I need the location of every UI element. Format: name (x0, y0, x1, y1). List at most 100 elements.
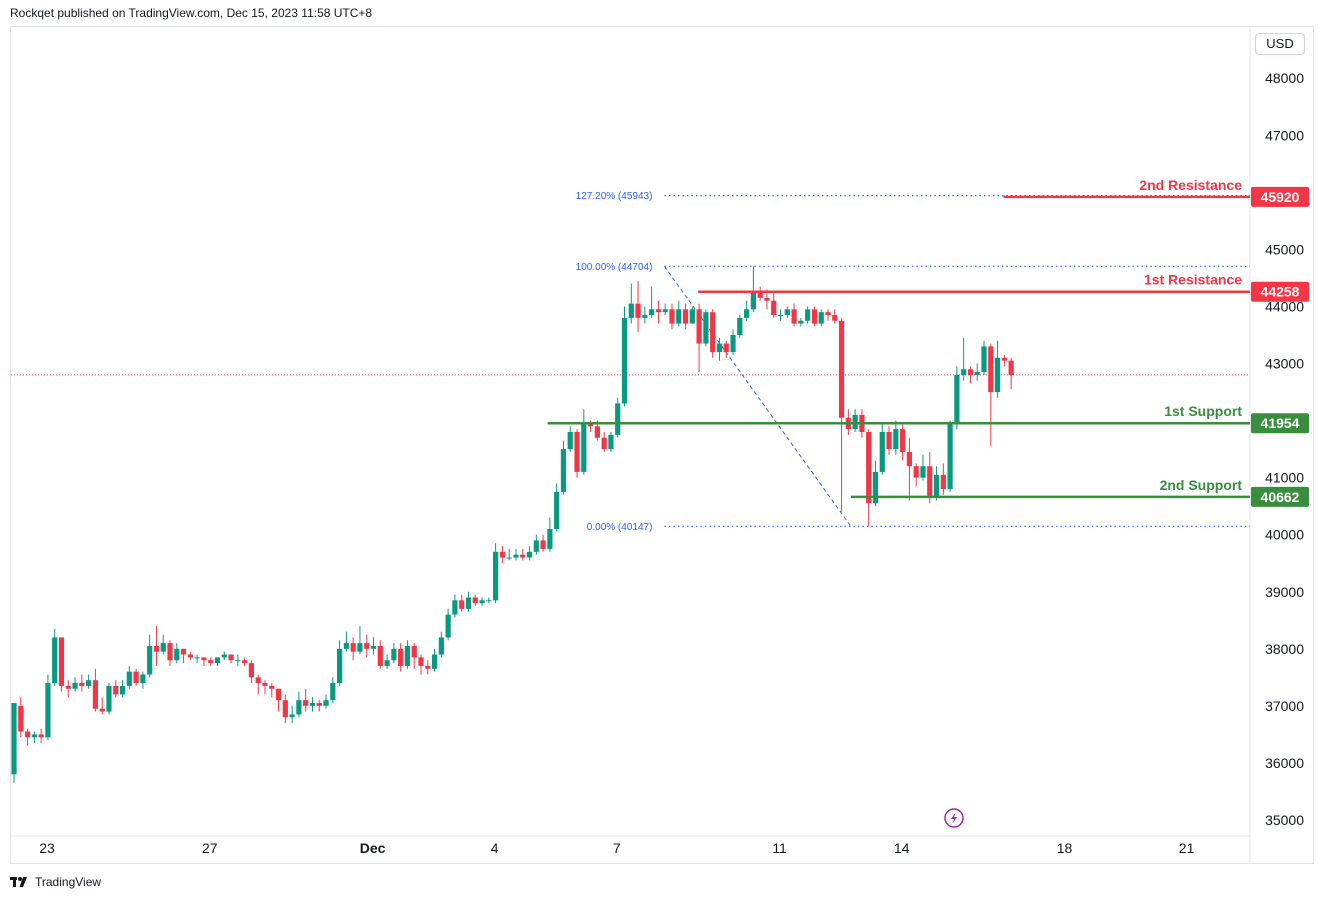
candle (642, 306, 648, 324)
candle (431, 648, 438, 672)
candle-body (961, 369, 967, 375)
candle-body (86, 680, 92, 686)
level-name-2nd-support: 2nd Support (1160, 477, 1243, 493)
candle (459, 594, 465, 612)
candle (947, 420, 953, 492)
candle (221, 651, 227, 661)
candle-body (221, 654, 227, 658)
candle (228, 654, 234, 664)
candle (248, 660, 255, 684)
candle-body (140, 674, 146, 684)
candle (255, 674, 261, 695)
candle (106, 683, 112, 715)
candle (601, 431, 607, 452)
candle-body (228, 654, 234, 661)
candle (126, 665, 132, 689)
candle-body (126, 671, 132, 686)
candle (560, 440, 567, 495)
candle-body (452, 600, 458, 615)
tradingview-footer[interactable]: TradingView (10, 875, 101, 889)
candles-group (11, 266, 1014, 783)
candle-body (303, 700, 309, 706)
support-resistance-group: 2nd Resistance 45920 1st Resistance 44258 1s… (547, 177, 1309, 507)
candle (38, 728, 44, 743)
price-tag-1st-resistance[interactable] (1251, 281, 1309, 302)
price-axis[interactable]: 48000 47000 45000 44000 43000 41000 40000 39000… (1265, 70, 1304, 828)
candle (920, 454, 926, 481)
candle-body (18, 705, 24, 732)
candle-body (1008, 360, 1014, 375)
candle (669, 303, 675, 330)
candle (886, 426, 892, 455)
brand-name: TradingView (35, 875, 102, 889)
candle (1008, 357, 1014, 390)
candle (744, 300, 750, 321)
candle (696, 303, 702, 373)
candle (961, 337, 967, 381)
candle (79, 674, 85, 692)
candle (499, 546, 505, 564)
candle (723, 340, 729, 358)
candle (520, 548, 526, 561)
candle (119, 680, 126, 698)
candle-body (621, 317, 628, 404)
candle (547, 517, 553, 552)
candle-body (404, 645, 411, 666)
time-axis[interactable]: 23 27 Dec 4 7 11 14 18 21 (39, 840, 1194, 856)
candle-body (459, 600, 465, 609)
candle (235, 654, 241, 666)
candle (798, 317, 804, 327)
candle (737, 315, 743, 338)
candle-body (506, 557, 512, 559)
candle (337, 640, 343, 686)
price-tag-2nd-resistance[interactable] (1251, 186, 1309, 207)
candle (900, 423, 906, 461)
candle (330, 677, 336, 704)
candle-body (900, 429, 906, 452)
candle (784, 306, 790, 318)
candle (655, 300, 662, 324)
price-tag-2nd-support[interactable] (1251, 486, 1309, 507)
candle (289, 705, 295, 723)
candle-body (350, 643, 356, 652)
lightning-icon[interactable] (944, 808, 964, 828)
candle (703, 309, 709, 347)
candle (615, 397, 621, 438)
candle-body (214, 657, 221, 664)
candle-body (425, 665, 431, 669)
candle (140, 671, 146, 689)
price-tag-1st-support[interactable] (1251, 413, 1309, 434)
candle-body (160, 643, 166, 652)
level-name-1st-resistance: 1st Resistance (1144, 272, 1242, 288)
candle-body (370, 645, 377, 649)
candle-body (438, 637, 444, 655)
price-tick-label: 39000 (1265, 584, 1304, 600)
candle-body (499, 551, 505, 558)
candle-body (933, 474, 940, 498)
candle-body (574, 431, 580, 472)
candle-body (520, 554, 526, 558)
candle-body (682, 309, 689, 324)
candle-body (38, 734, 44, 738)
currency-selector[interactable]: USD (1255, 33, 1305, 55)
candle-body (418, 657, 424, 666)
candle (967, 366, 974, 384)
candle (65, 680, 71, 698)
candle (92, 668, 98, 712)
candle-body (235, 660, 241, 662)
candle-body (560, 449, 567, 492)
candle-body (486, 600, 492, 602)
candle-body (818, 312, 824, 324)
candle-body (147, 645, 153, 675)
candle-body (771, 300, 777, 316)
candle (242, 657, 248, 666)
candle-body (594, 426, 600, 438)
candle (628, 283, 634, 324)
candle (133, 668, 139, 686)
price-tick-label: 44000 (1265, 298, 1304, 314)
candle (86, 674, 92, 689)
candle-body (805, 309, 811, 321)
candle-body (242, 660, 248, 664)
candle-body (31, 734, 37, 738)
